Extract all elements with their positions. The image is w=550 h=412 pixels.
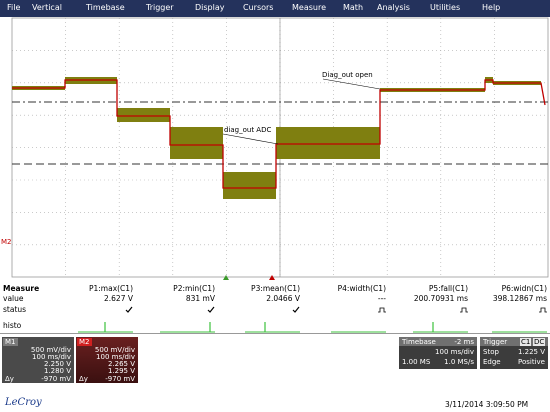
cursor-value: 1.280 V xyxy=(43,367,71,375)
measure-value: 200.70931 ms xyxy=(413,294,468,303)
status-pulse xyxy=(460,307,468,313)
measure-title: Measure xyxy=(3,284,40,293)
box-title: Trigger xyxy=(483,338,508,346)
status-icons xyxy=(78,306,547,333)
menu-bar: File Vertical Timebase Trigger Display Cursor… xyxy=(0,0,550,17)
timebase-box: Timebase -2 ms 100 ms/div 1.00 MS 1.0 MS… xyxy=(399,337,477,369)
measure-name: P3:mean(C1) xyxy=(251,284,300,293)
delta-label: Δy xyxy=(5,375,14,383)
menu-item[interactable]: Help xyxy=(482,3,501,12)
trace-marker: M2 xyxy=(1,238,12,246)
separator xyxy=(0,333,550,334)
status-check xyxy=(207,306,215,313)
brand-logo: LeCroy xyxy=(5,397,42,408)
annotation-leader xyxy=(222,133,279,145)
trigger-channel: C1 xyxy=(520,338,532,346)
measure-name: P4:width(C1) xyxy=(337,284,386,293)
scope-display: Diag_out open diag_out ADC M2 xyxy=(1,17,549,280)
time-scale: 100 ms/div xyxy=(96,353,135,361)
cursor-value: 1.295 V xyxy=(107,367,135,375)
trigger-box: Trigger C1 DC Stop 1.225 V Edge Positive xyxy=(480,337,548,369)
measure-value: 2.627 V xyxy=(104,294,133,303)
measure-value: 398.12867 ms xyxy=(492,294,547,303)
volt-scale: 500 mV/div xyxy=(94,346,135,354)
sample-rate: 1.0 MS/s xyxy=(444,358,474,366)
measure-name: P6:widn(C1) xyxy=(501,284,547,293)
volt-scale: 500 mV/div xyxy=(30,346,71,354)
cursor-value: 2.250 V xyxy=(43,360,71,368)
measure-value: 831 mV xyxy=(185,294,215,303)
time-scale: 100 ms/div xyxy=(435,348,474,356)
timestamp: 3/11/2014 3:09:50 PM xyxy=(445,400,529,409)
measure-name: P5:fall(C1) xyxy=(428,284,468,293)
cursor-value: 2.265 V xyxy=(107,360,135,368)
trigger-coupling: DC xyxy=(533,338,546,346)
measure-value: --- xyxy=(377,294,386,303)
channel-box: M1 500 mV/div 100 ms/div 2.250 V 1.280 V Δy -9… xyxy=(2,337,74,383)
cursor-marker xyxy=(223,275,229,280)
measure-name: P1:max(C1) xyxy=(88,284,133,293)
menu-item[interactable]: Timebase xyxy=(86,3,125,12)
noise-band xyxy=(12,77,541,199)
trigger-slope: Positive xyxy=(518,358,545,366)
cursor-marker xyxy=(269,275,275,280)
menu-item[interactable]: Math xyxy=(343,3,364,12)
menu-item[interactable]: Cursors xyxy=(243,3,274,12)
menu-item[interactable]: Measure xyxy=(292,3,326,12)
menu-item[interactable]: Trigger xyxy=(146,3,174,12)
menu-item[interactable]: Utilities xyxy=(430,3,461,12)
trace xyxy=(12,79,546,189)
trigger-type: Edge xyxy=(483,358,501,366)
status-pulse xyxy=(539,307,547,313)
menu-item[interactable]: File xyxy=(7,3,21,12)
measure-name: P2:min(C1) xyxy=(173,284,215,293)
box-title: Timebase xyxy=(402,338,436,346)
status-check xyxy=(292,306,300,313)
status-pulse xyxy=(378,307,386,313)
row-label: histo xyxy=(3,321,22,330)
delta-value: -970 mV xyxy=(41,375,71,383)
menu-item[interactable]: Analysis xyxy=(377,3,410,12)
trigger-level: 1.225 V xyxy=(517,348,545,356)
menu-item[interactable]: Vertical xyxy=(32,3,62,12)
channel-box: M2 500 mV/div 100 ms/div 2.265 V 1.295 V Δy -9… xyxy=(76,337,138,383)
measure-value: 2.0466 V xyxy=(266,294,300,303)
time-scale: 100 ms/div xyxy=(32,353,71,361)
samples: 1.00 MS xyxy=(402,358,431,366)
channel-label: M2 xyxy=(77,338,92,346)
menu-item[interactable]: Display xyxy=(195,3,225,12)
status-check xyxy=(125,306,133,313)
delay: -2 ms xyxy=(454,338,474,346)
annotation-leader xyxy=(322,78,381,90)
trigger-mode: Stop xyxy=(483,348,499,356)
delta-label: Δy xyxy=(79,375,88,383)
channel-label: M1 xyxy=(3,338,18,346)
delta-value: -970 mV xyxy=(105,375,135,383)
row-label: status xyxy=(3,305,27,314)
row-label: value xyxy=(3,294,24,303)
annotation: diag_out ADC xyxy=(224,126,271,134)
annotation: Diag_out open xyxy=(322,71,373,79)
